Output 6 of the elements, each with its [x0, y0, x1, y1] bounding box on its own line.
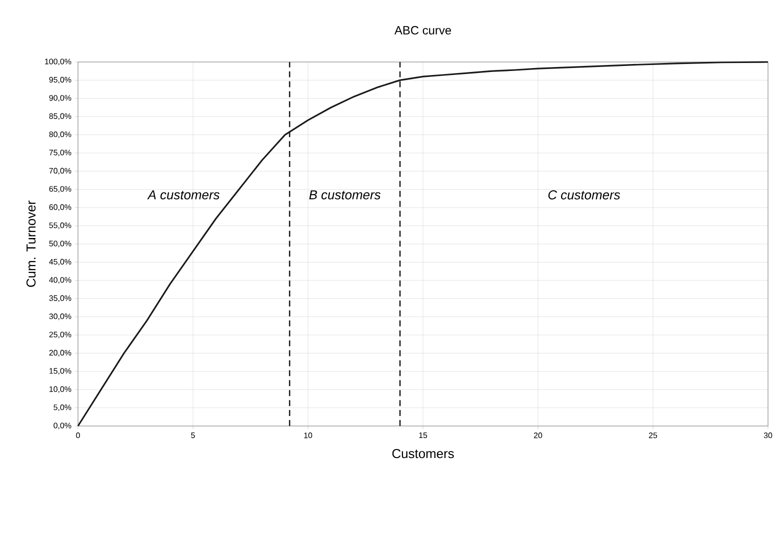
- annotation: A customers: [147, 190, 220, 200]
- x-axis-title: Customers: [392, 448, 454, 458]
- y-axis-title: Cum. Turnover: [26, 200, 36, 287]
- chart-title: ABC curve: [394, 26, 452, 34]
- annotation: C customers: [548, 190, 620, 200]
- annotation: B customers: [309, 190, 380, 200]
